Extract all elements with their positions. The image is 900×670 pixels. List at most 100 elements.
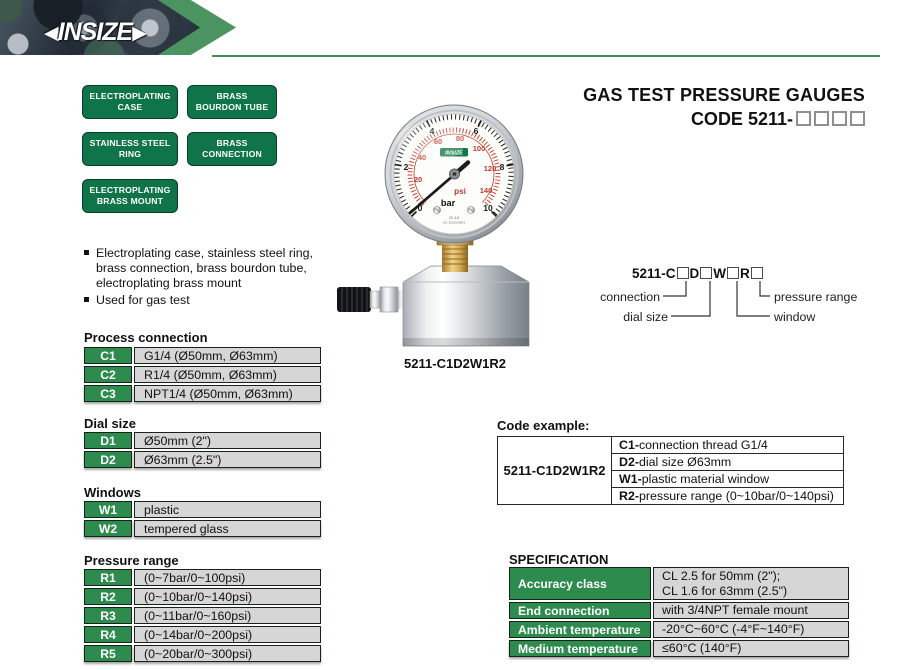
dial-logo-text: INSIZE	[445, 151, 463, 157]
code-part: C1-	[619, 438, 639, 452]
gauge-body-block	[402, 265, 530, 347]
dial-size-table: D1 Ø50mm (2") D2 Ø63mm (2.5")	[84, 432, 321, 468]
accuracy-class-text: CL 1.6	[449, 216, 459, 220]
table-row: W1-plastic material window	[498, 470, 844, 488]
table-row: R5 (0~20bar/0~300psi)	[84, 645, 321, 662]
header-banner: ◀INSIZE▶	[0, 0, 900, 57]
connection-label: connection	[600, 290, 660, 304]
dial-code-box	[700, 267, 713, 279]
spec-label-cell: Ambient temperature	[509, 621, 651, 638]
table-row: C2 R1/4 (Ø50mm, Ø63mm)	[84, 366, 321, 383]
order-code-line: 5211-C D W R	[632, 266, 764, 281]
pressure-range-heading: Pressure range	[84, 553, 179, 568]
example-value-cell: D2-dial size Ø63mm	[611, 453, 844, 471]
code-cell: D1	[84, 432, 132, 449]
spec-value-cell: ≤60°C (140°F)	[653, 640, 849, 657]
gauge-needle	[408, 160, 471, 215]
window-code-box	[727, 267, 740, 279]
code-cell: C2	[84, 366, 132, 383]
order-code-diagram: 5211-C D W R connection dial size pressure …	[580, 262, 870, 330]
code-prefix: CODE 5211-	[690, 109, 793, 129]
code-cell: R2	[84, 588, 132, 605]
feature-item: Used for gas test	[84, 293, 346, 308]
code-cell: W2	[84, 520, 132, 537]
badge-stainless-steel-ring: STAINLESS STEEL RING	[82, 132, 178, 166]
dial-code-letter: D	[689, 266, 700, 281]
code-placeholder-box	[814, 111, 829, 126]
spec-value-cell: -20°C~60°C (-4°F~140°F)	[653, 621, 849, 638]
logo-left-arrow-icon: ◀	[44, 23, 59, 44]
table-row: Medium temperature ≤60°C (140°F)	[509, 640, 849, 657]
spec-label-cell: Accuracy class	[509, 567, 651, 600]
code-description: plastic material window	[641, 472, 770, 486]
psi-unit-label: psi	[454, 187, 466, 196]
psi-number: 100	[473, 144, 486, 153]
value-cell: (0~14bar/0~200psi)	[134, 626, 321, 643]
bar-number: 8	[500, 162, 505, 172]
example-value-cell: W1-plastic material window	[611, 470, 844, 488]
badge-brass-connection: BRASS CONNECTION	[187, 132, 277, 166]
windows-heading: Windows	[84, 485, 141, 500]
value-cell: (0~11bar/0~160psi)	[134, 607, 321, 624]
psi-number: 40	[418, 153, 426, 162]
glass-highlight	[397, 122, 465, 162]
code-placeholder-box	[832, 111, 847, 126]
code-description: dial size Ø63mm	[638, 455, 732, 469]
feature-item: Electroplating case, stainless steel rin…	[84, 246, 346, 291]
gauge-dial: 0 2 4 6 8 10 20 40 60 80 100 120 140 INS…	[384, 104, 524, 244]
badge-brass-bourdon-tube: BRASS BOURDON TUBE	[187, 85, 277, 119]
value-cell: (0~7bar/0~100psi)	[134, 569, 321, 586]
pressure-range-table: R1 (0~7bar/0~100psi) R2 (0~10bar/0~140psi)…	[84, 569, 321, 662]
specification-table: Accuracy class CL 2.5 for 50mm (2"); CL 1…	[509, 567, 849, 657]
window-label: window	[774, 310, 816, 324]
badge-electroplating-brass-mount: ELECTROPLATING BRASS MOUNT	[82, 179, 178, 213]
code-placeholder-box	[796, 111, 811, 126]
code-description: connection thread G1/4	[638, 438, 768, 452]
dial-logo-badge	[440, 148, 468, 157]
table-row: 5211-C1D2W1R2 C1-connection thread G1/4	[497, 436, 844, 505]
logo-right-arrow-icon: ▶	[132, 23, 147, 44]
connection-code-box	[676, 267, 689, 279]
bar-number: 10	[483, 203, 493, 213]
psi-number: 20	[414, 175, 422, 184]
value-cell: (0~10bar/0~140psi)	[134, 588, 321, 605]
logo-text: INSIZE	[57, 18, 134, 46]
code-cell: R3	[84, 607, 132, 624]
window-code-letter: W	[713, 266, 727, 281]
bar-unit-label: bar	[441, 198, 456, 208]
machinery-photo	[0, 0, 202, 55]
code-cell: R1	[84, 569, 132, 586]
example-code-cell: 5211-C1D2W1R2	[497, 436, 612, 505]
serial-number-text: SN: 2501029816	[443, 221, 466, 225]
code-cell: W1	[84, 501, 132, 518]
process-connection-table: C1 G1/4 (Ø50mm, Ø63mm) C2 R1/4 (Ø50mm, Ø63…	[84, 347, 321, 402]
table-row: C3 NPT1/4 (Ø50mm, Ø63mm)	[84, 385, 321, 402]
valve-knob	[337, 286, 409, 313]
value-cell: G1/4 (Ø50mm, Ø63mm)	[134, 347, 321, 364]
table-row: R1 (0~7bar/0~100psi)	[84, 569, 321, 586]
diagram-connector-lines	[663, 281, 770, 317]
header-divider-line	[212, 55, 880, 57]
table-row: R2 (0~10bar/0~140psi)	[84, 588, 321, 605]
value-cell: NPT1/4 (Ø50mm, Ø63mm)	[134, 385, 321, 402]
product-caption: 5211-C1D2W1R2	[404, 356, 506, 371]
dial-size-label: dial size	[623, 310, 668, 324]
spec-label-cell: Medium temperature	[509, 640, 651, 657]
bar-number: 6	[474, 126, 479, 136]
code-placeholder-box	[850, 111, 865, 126]
pressure-code-box	[750, 267, 763, 279]
specification-heading: SPECIFICATION	[509, 552, 609, 567]
dial-screws	[433, 206, 475, 214]
psi-number: 80	[456, 134, 464, 143]
code-cell: R4	[84, 626, 132, 643]
title-line1: GAS TEST PRESSURE GAUGES	[583, 85, 865, 105]
table-row: W2 tempered glass	[84, 520, 321, 537]
bar-number: 2	[404, 162, 409, 172]
spec-value-cell: with 3/4NPT female mount	[653, 602, 849, 619]
table-row: D2 Ø63mm (2.5")	[84, 451, 321, 468]
pressure-code-letter: R	[740, 266, 750, 281]
psi-number: 120	[484, 164, 497, 173]
value-cell: tempered glass	[134, 520, 321, 537]
value-cell: (0~20bar/0~300psi)	[134, 645, 321, 662]
